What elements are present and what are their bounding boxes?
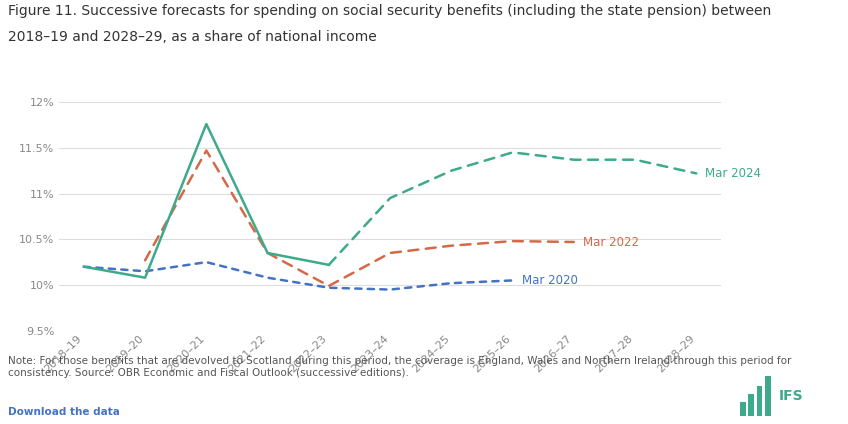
- Text: Mar 2020: Mar 2020: [522, 274, 577, 287]
- Text: 2018–19 and 2028–29, as a share of national income: 2018–19 and 2028–29, as a share of natio…: [8, 30, 377, 44]
- Text: Mar 2022: Mar 2022: [583, 235, 639, 248]
- Text: Download the data: Download the data: [8, 407, 120, 417]
- Text: Note: For those benefits that are devolved to Scotland during this period, the c: Note: For those benefits that are devolv…: [8, 356, 792, 378]
- Text: Mar 2024: Mar 2024: [706, 167, 762, 180]
- Bar: [748, 394, 754, 416]
- Text: Figure 11. Successive forecasts for spending on social security benefits (includ: Figure 11. Successive forecasts for spen…: [8, 4, 772, 18]
- Text: IFS: IFS: [778, 389, 803, 403]
- Bar: [765, 377, 771, 416]
- Bar: [739, 402, 745, 416]
- Bar: [756, 386, 762, 416]
